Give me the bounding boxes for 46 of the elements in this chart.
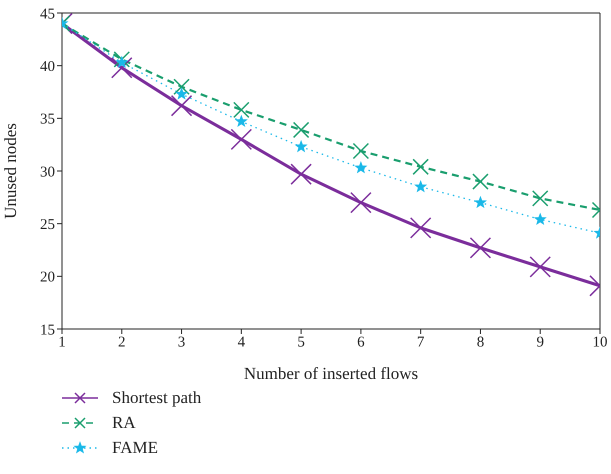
- point: [412, 158, 429, 176]
- point: [235, 115, 248, 127]
- y-tick-label: 20: [40, 270, 55, 286]
- point: [230, 128, 252, 150]
- point: [233, 102, 250, 118]
- x-tick-label: 10: [592, 334, 608, 351]
- point: [295, 140, 308, 152]
- point: [290, 163, 312, 185]
- x-tick-label: 2: [118, 334, 126, 351]
- y-tick-label: 40: [40, 58, 55, 75]
- y-tick-label: 35: [40, 112, 55, 128]
- point: [176, 88, 188, 100]
- point: [414, 180, 427, 192]
- point: [352, 142, 370, 160]
- y-tick-label: 45: [40, 6, 55, 22]
- x-tick-label: 9: [536, 334, 544, 351]
- point: [170, 94, 192, 116]
- x-tick-label: 8: [476, 334, 484, 351]
- x-tick-label: 1: [58, 334, 66, 351]
- point: [529, 256, 551, 278]
- legend-label: FAME: [112, 438, 158, 458]
- x-tick-label: 4: [238, 334, 246, 351]
- x-tick-label: 7: [416, 334, 425, 351]
- legend-label: Shortest path: [112, 388, 202, 408]
- point: [470, 237, 492, 259]
- point: [292, 122, 310, 138]
- point: [534, 213, 546, 225]
- point: [472, 173, 489, 190]
- point: [111, 57, 133, 79]
- x-tick-label: 6: [357, 334, 366, 351]
- x-tick-label: 3: [178, 334, 186, 351]
- y-tick-label: 30: [40, 164, 55, 180]
- legend-label: RA: [112, 412, 136, 432]
- y-tick-label: 15: [40, 322, 55, 338]
- point: [354, 162, 367, 173]
- y-axis-title: Unused nodes: [1, 123, 20, 219]
- x-axis-title: Number of inserted flows: [244, 364, 418, 383]
- point: [173, 78, 190, 95]
- point: [350, 192, 372, 214]
- point: [116, 56, 128, 68]
- x-tick-label: 5: [297, 334, 305, 351]
- y-tick-label: 25: [40, 216, 55, 233]
- point: [474, 196, 486, 208]
- point: [114, 51, 130, 68]
- point: [532, 190, 548, 207]
- point: [410, 217, 432, 239]
